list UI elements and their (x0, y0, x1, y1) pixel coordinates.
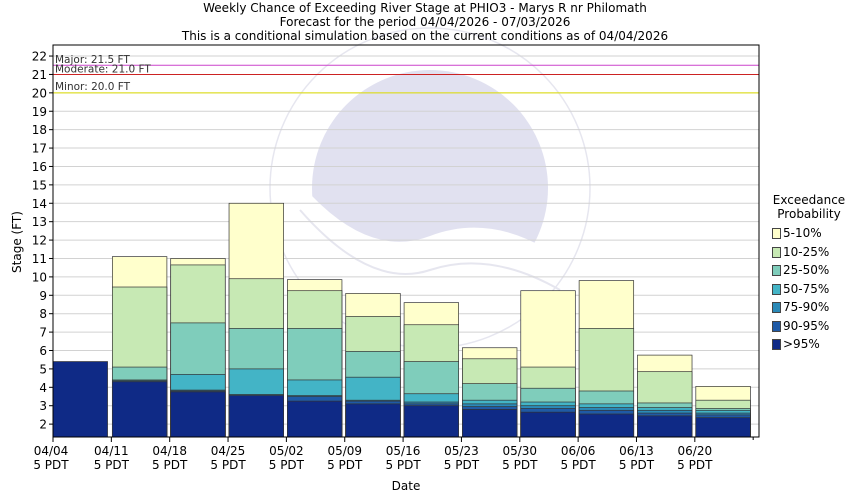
threshold-label: Minor: 20.0 FT (55, 81, 131, 93)
legend-swatch (772, 246, 781, 258)
y-tick-label: 7 (39, 326, 47, 340)
y-tick-label: 9 (39, 289, 47, 303)
y-tick-label: 13 (32, 215, 47, 229)
x-tick-label: 05/23 (444, 444, 479, 458)
legend-swatch (772, 320, 781, 332)
legend-item: 5-10% (768, 224, 850, 243)
bar-segment (345, 403, 401, 438)
y-tick-label: 3 (39, 399, 47, 413)
x-tick-label: 04/18 (152, 444, 187, 458)
x-tick-label: 05/09 (327, 444, 362, 458)
y-tick-label: 21 (32, 68, 47, 82)
legend-swatch (772, 283, 781, 295)
x-tick-label: 04/25 (211, 444, 246, 458)
y-tick-label: 8 (39, 307, 47, 321)
bar-segment (111, 381, 168, 438)
bar-segment (170, 391, 226, 438)
x-tick-label: 06/06 (561, 444, 596, 458)
x-tick-label: 5 PDT (152, 458, 188, 472)
bar-segment (287, 400, 343, 438)
x-tick-label: 5 PDT (385, 458, 421, 472)
y-tick-label: 14 (32, 197, 47, 211)
legend: Exceedance Probability 5-10% 10-25% 25-50%… (768, 193, 850, 354)
x-tick-label: 5 PDT (502, 458, 538, 472)
x-tick-label: 05/16 (386, 444, 421, 458)
legend-label: 90-95% (783, 318, 830, 333)
y-axis-label: Stage (FT) (10, 211, 24, 273)
legend-item: 10-25% (768, 243, 850, 262)
y-tick-label: 5 (39, 362, 47, 376)
y-tick-label: 16 (32, 160, 47, 174)
y-tick-label: 19 (32, 105, 47, 119)
y-tick-label: 10 (32, 270, 47, 284)
x-tick-label: 06/13 (619, 444, 654, 458)
y-tick-label: 6 (39, 344, 47, 358)
y-tick-label: 17 (32, 142, 47, 156)
x-tick-label: 05/30 (502, 444, 537, 458)
x-tick-label: 06/20 (678, 444, 713, 458)
chart-title: Weekly Chance of Exceeding River Stage a… (203, 1, 647, 15)
legend-label: 50-75% (783, 281, 830, 296)
x-tick-label: 05/02 (269, 444, 304, 458)
x-axis-label: Date (392, 479, 421, 493)
x-tick-label: 04/04 (34, 444, 69, 458)
x-tick-label: 5 PDT (210, 458, 246, 472)
legend-item: >95% (768, 335, 850, 354)
chart-subtitle: Forecast for the period 04/04/2026 - 07/… (279, 15, 571, 29)
y-tick-label: 4 (39, 381, 47, 395)
y-tick-label: 11 (32, 252, 47, 266)
y-tick-label: 12 (32, 234, 47, 248)
legend-label: 25-50% (783, 263, 830, 277)
x-tick-label: 5 PDT (677, 458, 713, 472)
x-tick-label: 5 PDT (560, 458, 596, 472)
plot-frame (52, 44, 760, 438)
legend-title-1: Exceedance (772, 193, 846, 207)
bar-segment (403, 405, 459, 438)
bar-segment (520, 411, 576, 438)
legend-label: 10-25% (783, 244, 830, 259)
threshold-label: Major: 21.5 FT (55, 54, 130, 66)
legend-item: 90-95% (768, 317, 850, 336)
bar-segment (578, 413, 635, 438)
x-tick-label: 5 PDT (619, 458, 655, 472)
x-tick-label: 5 PDT (444, 458, 480, 472)
legend-swatch (772, 265, 781, 276)
legend-label: 5-10% (783, 226, 822, 240)
legend-label: 75-90% (783, 300, 830, 314)
bar-segment (52, 361, 108, 438)
chart-note: This is a conditional simulation based o… (181, 29, 669, 43)
legend-label: >95% (783, 337, 820, 351)
bar-segment (462, 409, 518, 438)
x-tick-label: 04/11 (94, 444, 129, 458)
y-tick-label: 15 (32, 178, 47, 192)
x-tick-label: 5 PDT (327, 458, 363, 472)
y-tick-label: 18 (32, 123, 47, 137)
bar-segment (228, 395, 284, 438)
threshold-label: Moderate: 21.0 FT (55, 63, 151, 75)
x-tick-label: 5 PDT (269, 458, 305, 472)
bar-segment (695, 417, 751, 438)
legend-swatch (772, 339, 781, 350)
legend-title-2: Probability (777, 207, 841, 221)
legend-swatch (772, 302, 781, 313)
y-tick-label: 22 (32, 50, 47, 64)
legend-item: 50-75% (768, 280, 850, 299)
x-tick-label: 5 PDT (94, 458, 130, 472)
x-tick-label: 5 PDT (33, 458, 69, 472)
y-tick-label: 20 (32, 86, 47, 100)
legend-swatch (772, 228, 781, 239)
y-tick-label: 2 (39, 418, 47, 432)
legend-item: 75-90% (768, 298, 850, 317)
bar-segment (637, 415, 693, 438)
noaa-watermark-logo (269, 27, 591, 349)
legend-item: 25-50% (768, 261, 850, 280)
